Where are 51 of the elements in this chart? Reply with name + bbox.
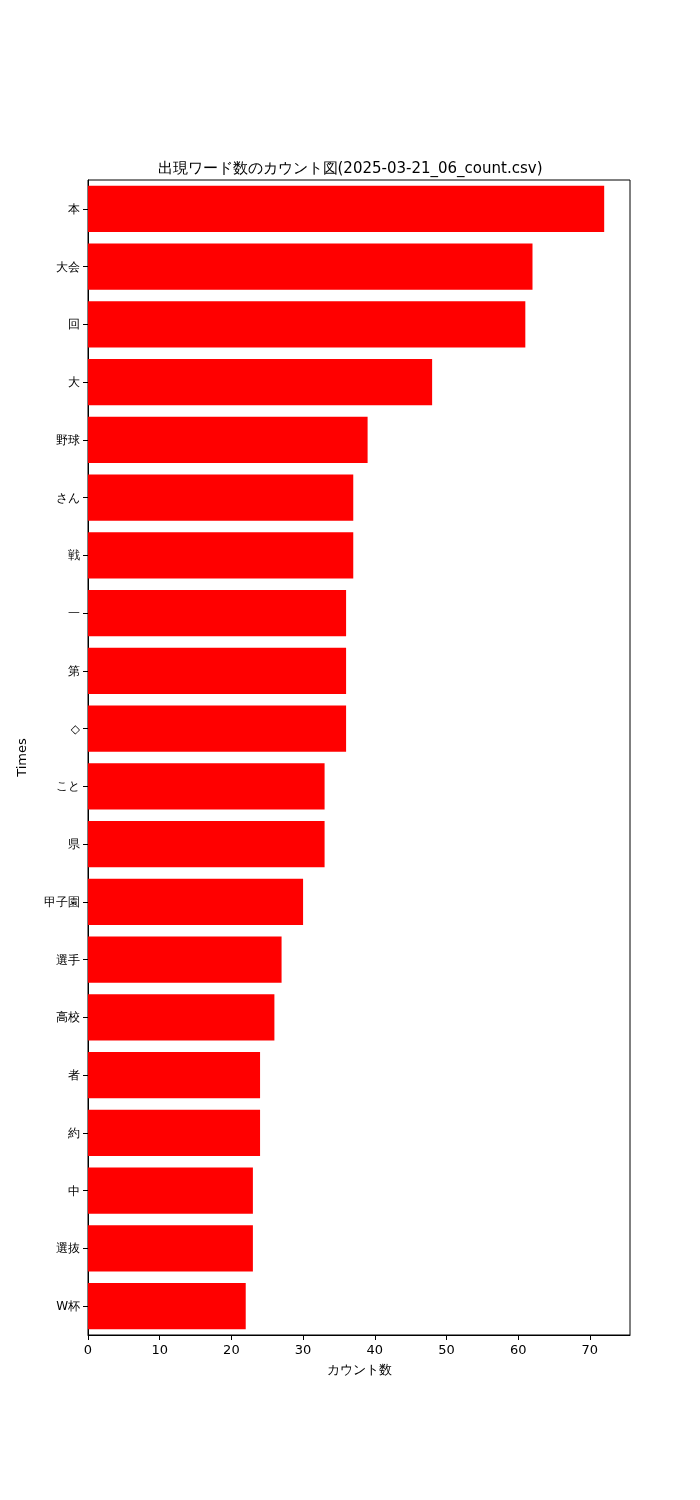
bar bbox=[88, 878, 304, 925]
y-tick-label: 者 bbox=[68, 1068, 80, 1083]
y-tick-label: 回 bbox=[68, 317, 80, 332]
bar bbox=[88, 936, 282, 983]
bar bbox=[88, 994, 275, 1041]
y-tick-label: 約 bbox=[68, 1125, 80, 1140]
bar bbox=[88, 532, 354, 579]
y-tick-label: ◇ bbox=[70, 721, 81, 736]
bar bbox=[88, 1052, 261, 1099]
x-tick-label: 50 bbox=[438, 1342, 455, 1357]
x-axis-title: カウント数 bbox=[326, 1362, 392, 1377]
bar bbox=[88, 243, 533, 290]
bar bbox=[88, 1167, 253, 1214]
y-tick-label: 中 bbox=[68, 1183, 80, 1198]
y-tick-label: 選抜 bbox=[56, 1241, 80, 1256]
x-tick-label: 70 bbox=[581, 1342, 599, 1357]
y-tick-label: W杯 bbox=[56, 1299, 80, 1314]
y-tick-label: 大会 bbox=[56, 259, 80, 274]
bar bbox=[88, 301, 526, 348]
y-tick-label: 野球 bbox=[56, 432, 80, 447]
x-tick-label: 10 bbox=[151, 1342, 168, 1357]
y-tick-label: 第 bbox=[68, 663, 80, 678]
bar bbox=[88, 763, 325, 810]
bar bbox=[88, 647, 347, 694]
bar bbox=[88, 185, 605, 232]
y-tick-label: 戦 bbox=[68, 548, 80, 563]
bar bbox=[88, 1225, 253, 1272]
bar bbox=[88, 590, 347, 637]
y-tick-label: 甲子園 bbox=[44, 894, 80, 909]
y-tick-label: こと bbox=[56, 779, 80, 794]
bar bbox=[88, 821, 325, 868]
bar bbox=[88, 705, 347, 752]
y-tick-label: 選手 bbox=[56, 952, 80, 967]
x-tick-label: 40 bbox=[366, 1342, 384, 1357]
x-tick-label: 0 bbox=[83, 1342, 93, 1357]
x-tick-label: 60 bbox=[509, 1342, 527, 1357]
y-tick-label: 大 bbox=[68, 375, 80, 390]
y-tick-label: 県 bbox=[68, 837, 80, 852]
y-tick-label: さん bbox=[56, 490, 80, 505]
x-tick-label: 20 bbox=[223, 1342, 240, 1357]
bar bbox=[88, 1283, 246, 1330]
y-tick-label: 高校 bbox=[56, 1010, 80, 1025]
y-tick-label: 本 bbox=[68, 201, 80, 216]
bar bbox=[88, 1109, 261, 1156]
bar bbox=[88, 416, 368, 463]
bar bbox=[88, 474, 354, 521]
bar bbox=[88, 359, 433, 406]
chart-title: 出現ワード数のカウント図(2025-03-21_06_count.csv) bbox=[157, 158, 543, 178]
y-tick-label: 一 bbox=[68, 606, 80, 621]
y-axis-title: Times bbox=[14, 737, 29, 778]
x-tick-label: 30 bbox=[294, 1342, 312, 1357]
